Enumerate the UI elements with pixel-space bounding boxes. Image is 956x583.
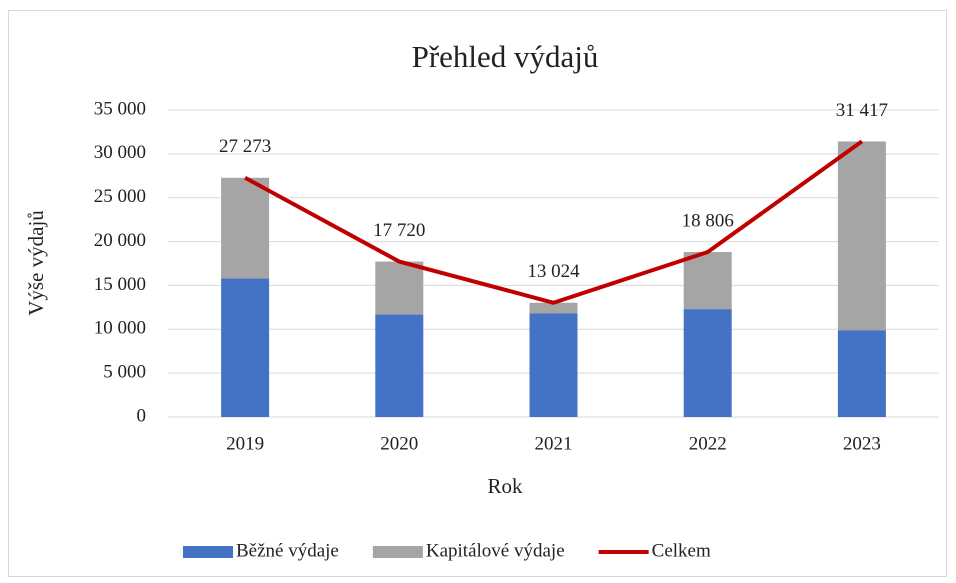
y-tick-label: 35 000 xyxy=(94,98,146,119)
y-tick-label: 5 000 xyxy=(103,362,146,383)
x-tick-label: 2022 xyxy=(689,433,727,454)
chart-border xyxy=(8,10,947,577)
legend-label: Běžné výdaje xyxy=(236,540,339,561)
bar xyxy=(375,314,424,417)
y-tick-label: 0 xyxy=(137,405,147,426)
x-tick-label: 2023 xyxy=(843,433,881,454)
bar xyxy=(837,141,886,331)
bar xyxy=(221,278,270,417)
data-label: 31 417 xyxy=(836,100,888,121)
data-label: 17 720 xyxy=(373,220,425,241)
line xyxy=(244,139,864,305)
legend-label: Kapitálové výdaje xyxy=(426,540,565,561)
data-label: 13 024 xyxy=(527,261,580,282)
bar xyxy=(529,302,578,314)
legend-label: Celkem xyxy=(652,540,711,561)
data-label: 27 273 xyxy=(219,136,271,157)
x-axis-label: Rok xyxy=(487,474,523,498)
x-tick-label: 2019 xyxy=(226,433,264,454)
y-tick-label: 15 000 xyxy=(94,274,146,295)
bar xyxy=(375,261,424,315)
legend-swatch xyxy=(372,546,423,558)
y-tick-label: 30 000 xyxy=(94,142,146,163)
data-label: 18 806 xyxy=(682,210,734,231)
bar xyxy=(529,313,578,417)
bar xyxy=(221,177,270,279)
x-tick-label: 2020 xyxy=(380,433,418,454)
chart-title: Přehled výdajů xyxy=(412,39,599,74)
y-tick-label: 10 000 xyxy=(94,318,146,339)
x-tick-label: 2021 xyxy=(535,433,573,454)
y-axis-label: Výše výdajů xyxy=(24,210,48,316)
y-tick-label: 25 000 xyxy=(94,186,146,207)
bar xyxy=(837,330,886,417)
legend-swatch xyxy=(183,546,233,558)
bar xyxy=(683,309,732,417)
y-tick-label: 20 000 xyxy=(94,230,146,251)
bar xyxy=(683,252,732,310)
